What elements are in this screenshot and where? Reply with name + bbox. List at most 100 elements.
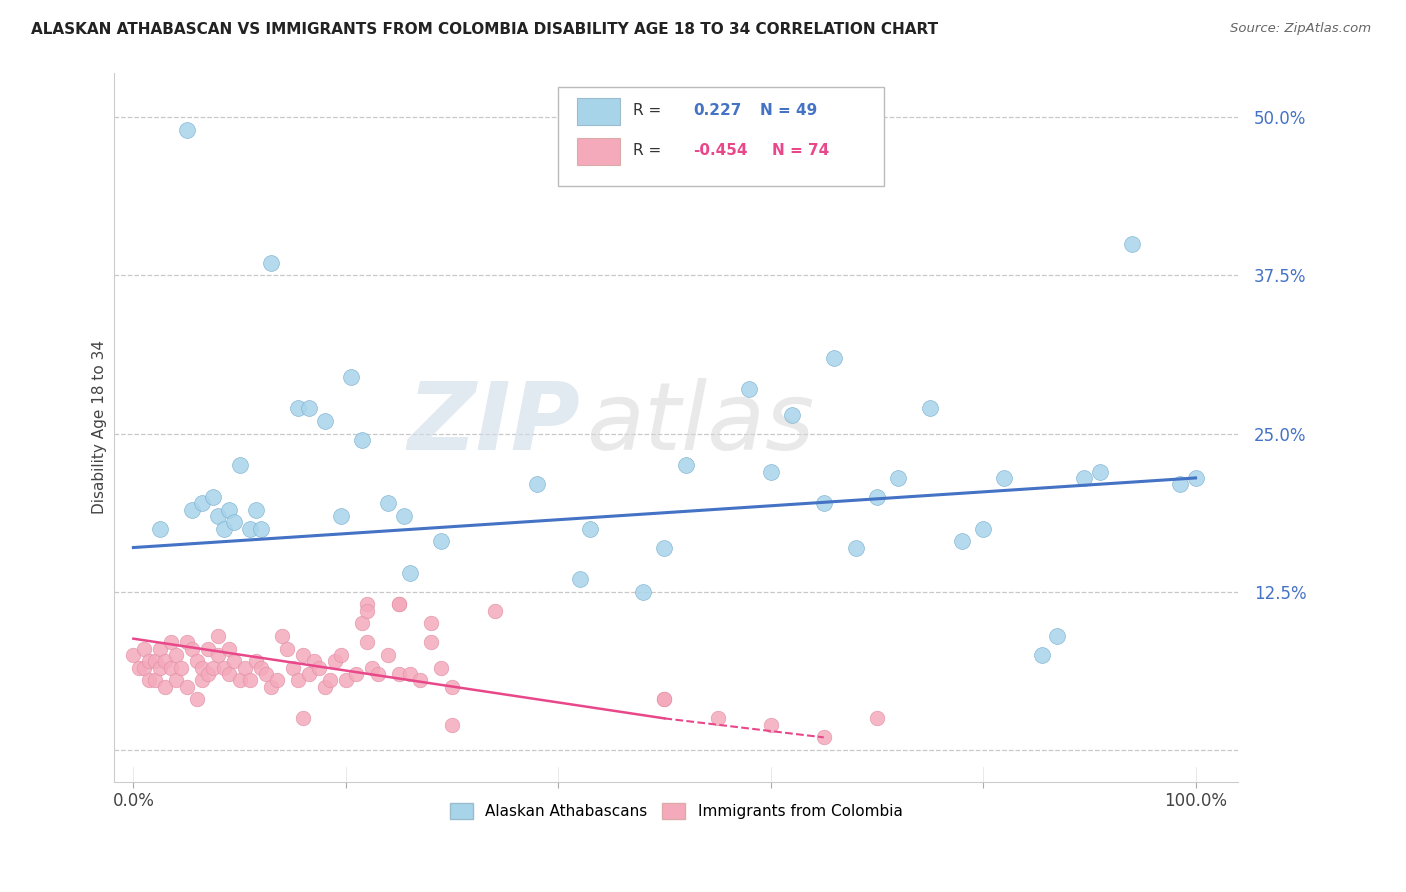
Point xyxy=(388,598,411,612)
Point xyxy=(245,502,267,516)
Point xyxy=(143,673,166,688)
Point xyxy=(950,534,973,549)
Point xyxy=(165,673,187,688)
Text: 0.227: 0.227 xyxy=(693,103,741,118)
FancyBboxPatch shape xyxy=(558,87,884,186)
Point xyxy=(191,661,214,675)
Text: atlas: atlas xyxy=(586,378,814,469)
Text: N = 74: N = 74 xyxy=(772,144,830,159)
Text: -0.454: -0.454 xyxy=(693,144,748,159)
Point xyxy=(377,496,399,510)
Point xyxy=(239,673,262,688)
Point xyxy=(254,667,277,681)
Point xyxy=(972,522,994,536)
Text: N = 49: N = 49 xyxy=(761,103,818,118)
Point xyxy=(845,541,868,555)
Point xyxy=(1168,477,1191,491)
Point xyxy=(159,661,181,675)
Point xyxy=(197,641,219,656)
Point xyxy=(1031,648,1053,662)
Point xyxy=(314,414,336,428)
Point xyxy=(155,655,177,669)
Point xyxy=(350,616,373,631)
Point xyxy=(281,661,304,675)
Point xyxy=(579,522,602,536)
Point xyxy=(675,458,697,473)
Point xyxy=(233,661,256,675)
Point xyxy=(191,496,214,510)
Point xyxy=(430,534,453,549)
Point xyxy=(149,661,172,675)
Point xyxy=(654,541,676,555)
Point xyxy=(759,465,782,479)
Point xyxy=(738,382,761,396)
FancyBboxPatch shape xyxy=(578,98,620,125)
Point xyxy=(218,667,240,681)
Point xyxy=(323,655,346,669)
Point xyxy=(276,641,298,656)
Point xyxy=(441,717,464,731)
Point xyxy=(993,471,1015,485)
Point xyxy=(207,648,229,662)
Point xyxy=(155,680,177,694)
Point xyxy=(149,522,172,536)
Legend: Alaskan Athabascans, Immigrants from Colombia: Alaskan Athabascans, Immigrants from Col… xyxy=(444,797,908,825)
Point xyxy=(287,673,309,688)
Point xyxy=(329,508,352,523)
Point xyxy=(298,667,321,681)
Y-axis label: Disability Age 18 to 34: Disability Age 18 to 34 xyxy=(93,341,107,515)
Text: ZIP: ZIP xyxy=(408,378,581,470)
Point xyxy=(298,401,321,416)
Point xyxy=(250,661,273,675)
Point xyxy=(186,692,208,706)
Point xyxy=(654,692,676,706)
Text: Source: ZipAtlas.com: Source: ZipAtlas.com xyxy=(1230,22,1371,36)
Point xyxy=(484,604,506,618)
FancyBboxPatch shape xyxy=(578,138,620,165)
Point xyxy=(706,711,728,725)
Point xyxy=(866,490,889,504)
Point xyxy=(202,490,225,504)
Text: R =: R = xyxy=(634,103,662,118)
Point xyxy=(176,123,198,137)
Point xyxy=(654,692,676,706)
Point xyxy=(361,661,384,675)
Point xyxy=(1121,236,1143,251)
Point xyxy=(631,584,654,599)
Point xyxy=(356,604,378,618)
Point xyxy=(287,401,309,416)
Point xyxy=(346,667,368,681)
Point xyxy=(271,629,294,643)
Point xyxy=(319,673,342,688)
Point xyxy=(1073,471,1095,485)
Point xyxy=(419,616,441,631)
Point xyxy=(176,680,198,694)
Point xyxy=(1088,465,1111,479)
Point xyxy=(132,661,155,675)
Point xyxy=(813,731,835,745)
Point xyxy=(122,648,145,662)
Point xyxy=(224,515,246,529)
Text: R =: R = xyxy=(634,144,662,159)
Point xyxy=(132,641,155,656)
Point xyxy=(260,680,283,694)
Point xyxy=(314,680,336,694)
Point xyxy=(228,673,250,688)
Point xyxy=(356,635,378,649)
Point xyxy=(128,661,150,675)
Point xyxy=(377,648,399,662)
Point xyxy=(245,655,267,669)
Point xyxy=(266,673,288,688)
Point xyxy=(197,667,219,681)
Point xyxy=(430,661,453,675)
Point xyxy=(250,522,273,536)
Point xyxy=(409,673,432,688)
Point xyxy=(149,641,172,656)
Point xyxy=(170,661,193,675)
Point xyxy=(207,508,229,523)
Point xyxy=(526,477,548,491)
Point xyxy=(218,641,240,656)
Point xyxy=(398,566,420,580)
Point xyxy=(202,661,225,675)
Text: ALASKAN ATHABASCAN VS IMMIGRANTS FROM COLOMBIA DISABILITY AGE 18 TO 34 CORRELATI: ALASKAN ATHABASCAN VS IMMIGRANTS FROM CO… xyxy=(31,22,938,37)
